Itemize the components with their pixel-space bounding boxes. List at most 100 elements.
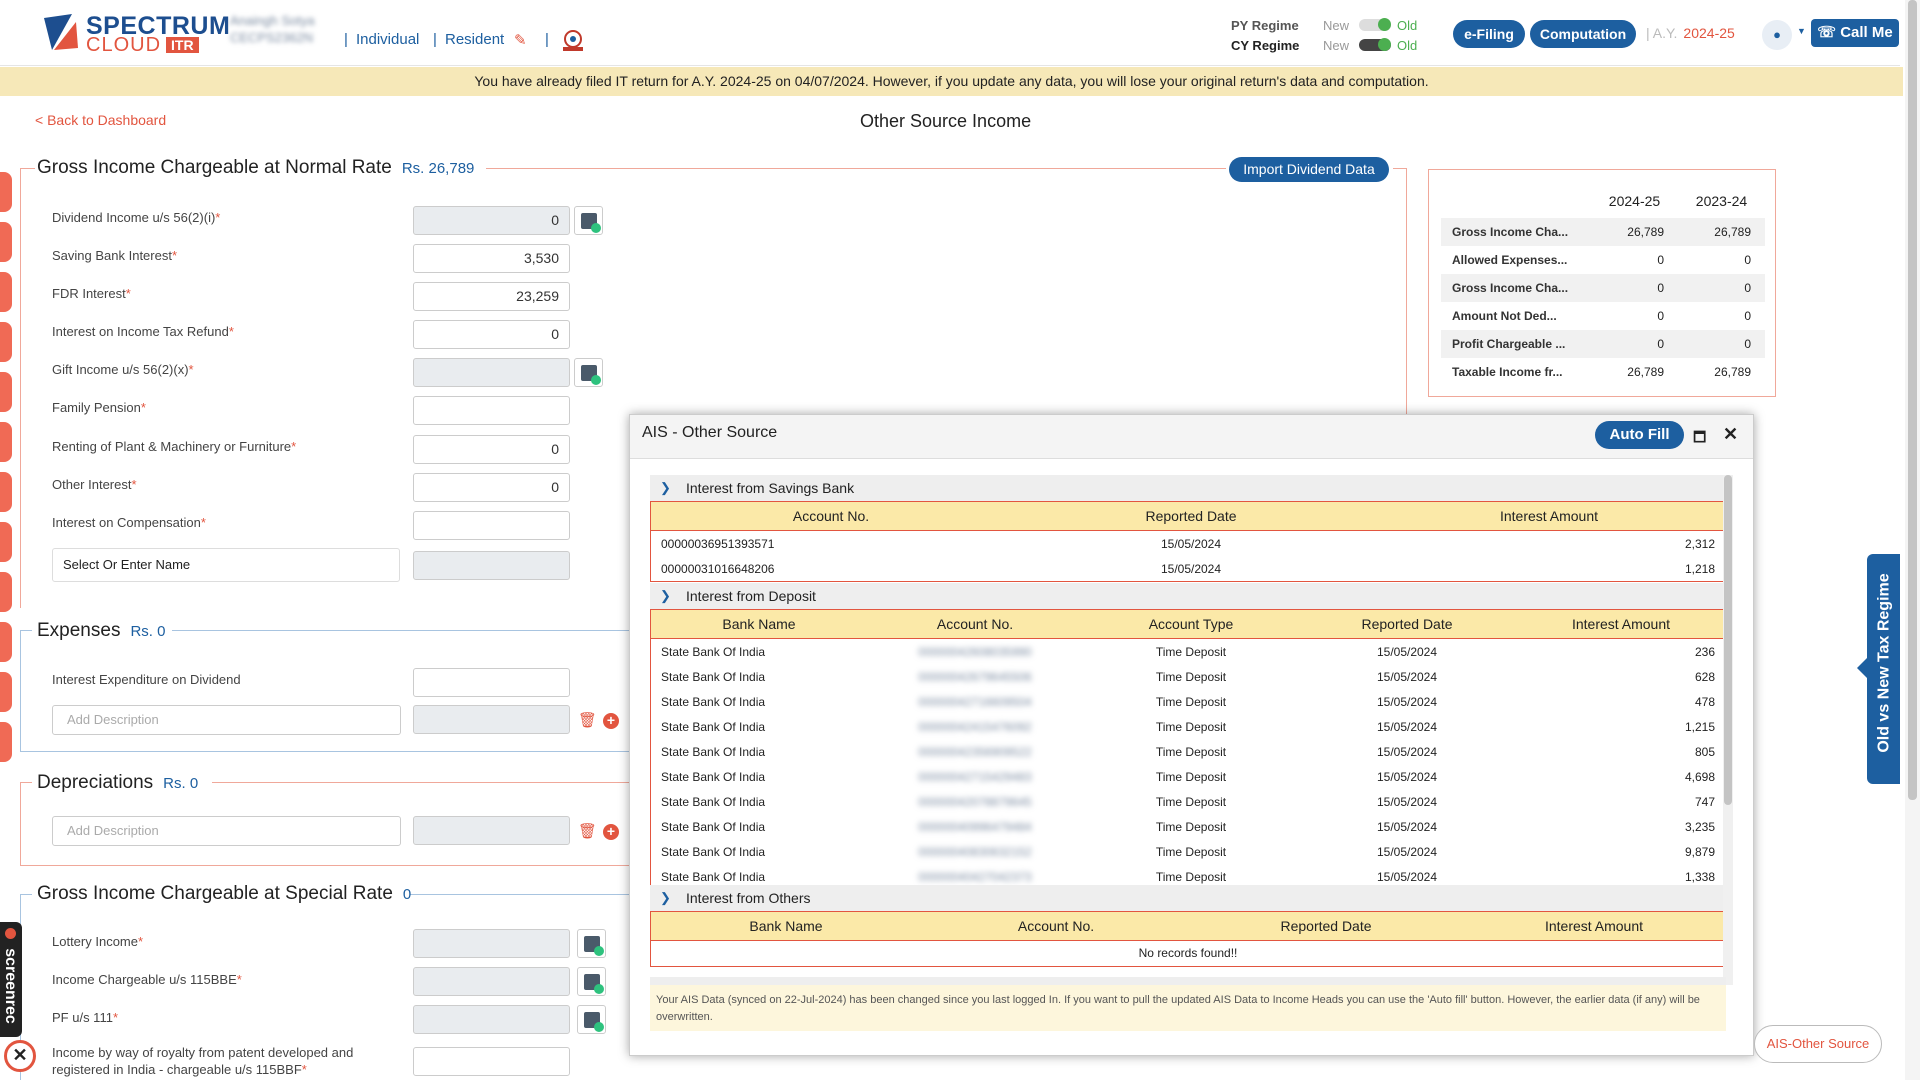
residency-link[interactable]: Resident	[445, 31, 505, 48]
scroll-thumb[interactable]	[1724, 475, 1732, 805]
add-icon[interactable]: +	[603, 824, 619, 840]
calculator-icon[interactable]	[577, 967, 606, 996]
tax-refund-interest-input[interactable]: 0	[413, 320, 570, 349]
side-tab[interactable]	[0, 172, 12, 212]
auto-fill-button[interactable]: Auto Fill	[1595, 421, 1684, 449]
deposit-group-header[interactable]: ❯ Interest from Deposit	[650, 583, 1726, 609]
fdr-interest-input[interactable]: 23,259	[413, 282, 570, 311]
summary-row: Profit Chargeable ... 0 0	[1441, 330, 1765, 358]
cy-regime-toggle[interactable]	[1359, 38, 1391, 51]
others-group-header[interactable]: ❯ Interest from Others	[650, 885, 1726, 911]
section-border	[1393, 168, 1407, 169]
depreciation-amount-input[interactable]	[413, 816, 570, 845]
select-name-dropdown[interactable]: Select Or Enter Name	[52, 548, 400, 582]
interest-amount: 628	[1694, 669, 1715, 684]
ais-other-source-tab[interactable]: AIS-Other Source	[1754, 1025, 1882, 1063]
summary-value: 0	[1657, 253, 1664, 267]
side-tab[interactable]	[0, 572, 12, 612]
modal-scrollbar[interactable]	[1723, 475, 1733, 985]
user-info[interactable]: Anaingh Sotya CECPS2362N	[230, 12, 330, 48]
side-tab[interactable]	[0, 322, 12, 362]
saving-bank-interest-input[interactable]: 3,530	[413, 244, 570, 273]
assessment-year[interactable]: | A.Y. 2024-25	[1646, 25, 1735, 41]
status-link[interactable]: Individual	[356, 31, 420, 48]
page-scroll-thumb[interactable]	[1908, 0, 1917, 800]
calculator-icon[interactable]	[577, 929, 606, 958]
table-row[interactable]: State Bank Of India 00000042715429483 Time…	[651, 764, 1725, 789]
side-tab[interactable]	[0, 422, 12, 462]
table-row[interactable]: State Bank Of India 00000042716609504 Time…	[651, 689, 1725, 714]
calculator-icon[interactable]	[577, 1005, 606, 1034]
back-to-dashboard-link[interactable]: < Back to Dashboard	[35, 112, 167, 128]
import-dividend-button[interactable]: Import Dividend Data	[1229, 157, 1389, 182]
royalty-input[interactable]	[413, 1047, 570, 1076]
side-tab[interactable]	[0, 622, 12, 662]
expense-description-input[interactable]: Add Description	[52, 705, 401, 735]
py-regime-toggle[interactable]	[1359, 18, 1391, 31]
chevron-down-icon[interactable]: ▼	[1797, 26, 1806, 36]
add-icon[interactable]: +	[603, 713, 619, 729]
table-row[interactable]: State Bank Of India 00000042356909522 Time…	[651, 739, 1725, 764]
table-row[interactable]: 00000036951393571 15/05/2024 2,312	[651, 531, 1725, 556]
side-tab[interactable]	[0, 372, 12, 412]
screenrec-widget[interactable]: screenrec	[0, 922, 22, 1037]
user-avatar-icon[interactable]: ●	[1762, 20, 1792, 50]
edit-icon[interactable]: ✎	[514, 32, 527, 49]
table-row[interactable]: State Bank Of India 00000042679645506 Time…	[651, 664, 1725, 689]
old-vs-new-regime-tab[interactable]: Old vs New Tax Regime	[1857, 554, 1900, 784]
interest-compensation-input[interactable]	[413, 511, 570, 540]
side-tab[interactable]	[0, 272, 12, 312]
account-no: 00000040996479484	[918, 819, 1032, 834]
modal-horizontal-scrollbar[interactable]	[650, 977, 1726, 985]
summary-col-current: 2024-25	[1608, 193, 1661, 209]
page-title: Other Source Income	[860, 111, 1032, 131]
call-me-button[interactable]: ☏ Call Me	[1811, 19, 1899, 47]
reported-date: 15/05/2024	[1376, 844, 1438, 859]
renting-plant-input[interactable]: 0	[413, 435, 570, 464]
calculator-icon[interactable]	[574, 358, 603, 387]
side-tab[interactable]	[0, 522, 12, 562]
table-row[interactable]: State Bank Of India 00000040996479484 Time…	[651, 814, 1725, 839]
name-amount-input[interactable]	[413, 551, 570, 580]
table-row[interactable]: State Bank Of India 00000042608035990 Time…	[651, 639, 1725, 664]
close-icon[interactable]: ✕	[4, 1040, 36, 1072]
other-interest-label: Other Interest	[52, 477, 132, 492]
interest-expenditure-input[interactable]	[413, 668, 570, 697]
lottery-income-label: Lottery Income	[52, 934, 138, 949]
maximize-icon[interactable]: 🗖	[1693, 429, 1707, 445]
other-interest-input[interactable]: 0	[413, 473, 570, 502]
trash-icon[interactable]: 🗑	[578, 823, 598, 840]
expense-amount-input[interactable]	[413, 705, 570, 734]
account-type: Time Deposit	[1155, 794, 1227, 809]
table-row[interactable]: State Bank Of India 00000042415476092 Time…	[651, 714, 1725, 739]
required-mark: *	[171, 248, 178, 263]
calculator-icon[interactable]	[574, 206, 603, 235]
chevron-down-icon: ❯	[660, 890, 671, 905]
field-label: Income by way of royalty from patent dev…	[52, 1044, 353, 1078]
side-tab[interactable]	[0, 672, 12, 712]
table-row[interactable]: 00000031016648206 15/05/2024 1,218	[651, 556, 1725, 581]
income-115bbe-input[interactable]	[413, 967, 570, 996]
savings-group-header[interactable]: ❯ Interest from Savings Bank	[650, 475, 1726, 501]
pf-111-input[interactable]	[413, 1005, 570, 1034]
computation-button[interactable]: Computation	[1530, 20, 1636, 48]
side-tab[interactable]	[0, 722, 12, 762]
spectrum-logo[interactable]: SPECTRUM CLOUD ITR	[42, 10, 230, 56]
depreciation-description-input[interactable]: Add Description	[52, 816, 401, 846]
summary-value: 26,789	[1591, 218, 1678, 246]
side-tab[interactable]	[0, 472, 12, 512]
table-row[interactable]: State Bank Of India 00000042078879645 Time…	[651, 789, 1725, 814]
gift-income-input[interactable]	[413, 358, 570, 387]
close-icon[interactable]: ✕	[1723, 424, 1739, 444]
side-tab[interactable]	[0, 222, 12, 262]
trash-icon[interactable]: 🗑	[578, 712, 598, 729]
table-row[interactable]: State Bank Of India 00000040427042373 Time…	[651, 864, 1725, 889]
table-row[interactable]: State Bank Of India 00000040830632152 Time…	[651, 839, 1725, 864]
page-scrollbar[interactable]	[1905, 0, 1920, 1080]
user-pan: CECPS2362N	[230, 30, 314, 45]
efiling-button[interactable]: e-Filing	[1453, 20, 1525, 48]
dividend-income-input[interactable]: 0	[413, 206, 570, 235]
family-pension-input[interactable]	[413, 396, 570, 425]
field-label: Family Pension*	[52, 400, 146, 415]
lottery-income-input[interactable]	[413, 929, 570, 958]
